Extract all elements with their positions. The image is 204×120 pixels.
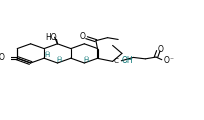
Text: OH: OH bbox=[121, 56, 133, 65]
Text: Ḧ: Ḧ bbox=[57, 57, 62, 63]
Text: Ḧ: Ḧ bbox=[44, 52, 49, 58]
Text: O: O bbox=[162, 56, 168, 65]
Text: O: O bbox=[0, 53, 4, 62]
Text: ⁻: ⁻ bbox=[168, 55, 172, 64]
Text: O: O bbox=[156, 45, 162, 54]
Text: O: O bbox=[79, 32, 85, 41]
Text: Ḧ: Ḧ bbox=[83, 57, 88, 63]
Text: C: C bbox=[113, 58, 118, 64]
Text: HO: HO bbox=[45, 33, 56, 42]
